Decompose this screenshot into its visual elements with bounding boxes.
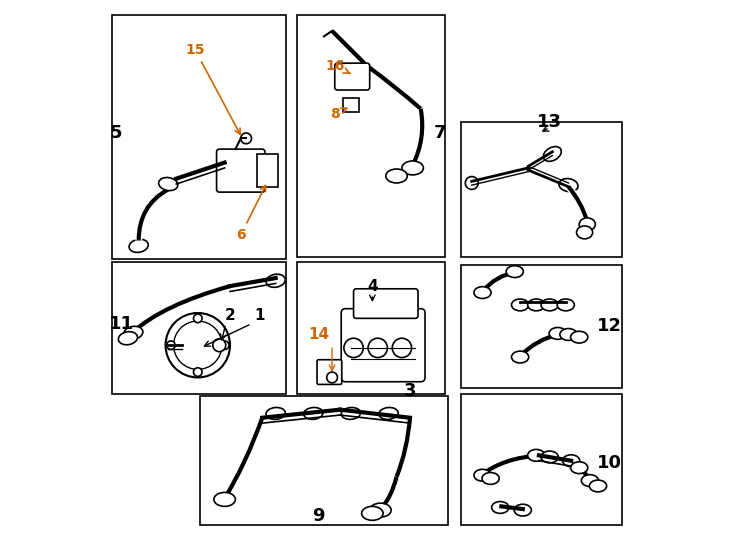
Ellipse shape	[581, 475, 598, 487]
FancyBboxPatch shape	[217, 149, 265, 192]
FancyBboxPatch shape	[335, 63, 370, 90]
Ellipse shape	[570, 462, 588, 474]
Circle shape	[174, 321, 222, 369]
Circle shape	[392, 338, 412, 357]
Circle shape	[194, 368, 202, 376]
Text: 3: 3	[404, 382, 416, 400]
Circle shape	[194, 314, 202, 322]
Ellipse shape	[341, 408, 360, 420]
Ellipse shape	[304, 408, 323, 420]
Ellipse shape	[557, 299, 575, 311]
Ellipse shape	[124, 326, 143, 340]
Ellipse shape	[386, 169, 407, 183]
Ellipse shape	[562, 455, 580, 467]
Text: 5: 5	[109, 124, 122, 142]
Ellipse shape	[528, 449, 545, 461]
Text: 6: 6	[236, 186, 266, 242]
Ellipse shape	[118, 332, 137, 345]
Circle shape	[213, 339, 226, 352]
Circle shape	[344, 338, 363, 357]
Bar	[297, 15, 445, 256]
Ellipse shape	[402, 161, 424, 175]
Ellipse shape	[512, 351, 528, 363]
Ellipse shape	[474, 469, 491, 481]
Text: 1: 1	[254, 308, 265, 323]
Text: 7: 7	[434, 124, 447, 142]
Circle shape	[166, 313, 230, 377]
Circle shape	[327, 372, 338, 383]
Ellipse shape	[560, 328, 577, 340]
Ellipse shape	[549, 327, 567, 339]
Ellipse shape	[570, 331, 588, 343]
Text: 9: 9	[313, 507, 325, 525]
Bar	[343, 98, 359, 112]
Ellipse shape	[541, 451, 559, 463]
Bar	[461, 122, 622, 256]
Bar	[200, 396, 448, 525]
Bar	[461, 265, 622, 388]
Circle shape	[241, 133, 252, 144]
Bar	[461, 394, 622, 525]
Ellipse shape	[266, 274, 286, 287]
Text: 10: 10	[597, 454, 622, 472]
Circle shape	[167, 341, 175, 349]
Ellipse shape	[129, 239, 148, 252]
Ellipse shape	[512, 299, 528, 311]
Text: 2: 2	[225, 308, 236, 323]
Text: 13: 13	[537, 113, 562, 131]
FancyBboxPatch shape	[341, 309, 425, 382]
Circle shape	[368, 338, 388, 357]
Ellipse shape	[589, 480, 606, 492]
Ellipse shape	[576, 226, 592, 239]
Ellipse shape	[506, 266, 523, 278]
Bar	[257, 154, 278, 187]
Ellipse shape	[214, 492, 236, 507]
FancyBboxPatch shape	[317, 360, 342, 384]
Text: 8: 8	[330, 107, 346, 121]
Text: 4: 4	[367, 279, 378, 294]
Bar	[112, 15, 286, 259]
Ellipse shape	[515, 504, 531, 516]
Ellipse shape	[579, 218, 595, 231]
Text: 12: 12	[597, 318, 622, 335]
Ellipse shape	[492, 502, 509, 514]
Ellipse shape	[379, 408, 398, 420]
Ellipse shape	[482, 472, 499, 484]
Ellipse shape	[159, 178, 178, 191]
Ellipse shape	[543, 146, 562, 161]
Text: 11: 11	[109, 315, 134, 333]
Bar	[297, 262, 445, 394]
Ellipse shape	[559, 179, 578, 192]
Circle shape	[465, 177, 479, 190]
Circle shape	[220, 341, 229, 349]
Text: 14: 14	[308, 327, 330, 342]
Ellipse shape	[528, 299, 545, 311]
Ellipse shape	[266, 408, 286, 420]
Ellipse shape	[541, 299, 559, 311]
Ellipse shape	[362, 507, 383, 521]
Text: 16: 16	[325, 59, 350, 73]
FancyBboxPatch shape	[354, 289, 418, 319]
Ellipse shape	[474, 287, 491, 299]
Text: 15: 15	[186, 43, 240, 134]
Ellipse shape	[370, 503, 391, 517]
Bar	[112, 262, 286, 394]
